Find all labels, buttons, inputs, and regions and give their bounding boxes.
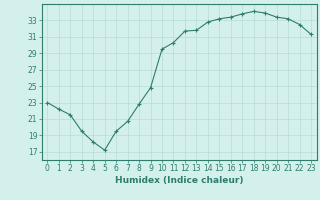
X-axis label: Humidex (Indice chaleur): Humidex (Indice chaleur)	[115, 176, 244, 185]
